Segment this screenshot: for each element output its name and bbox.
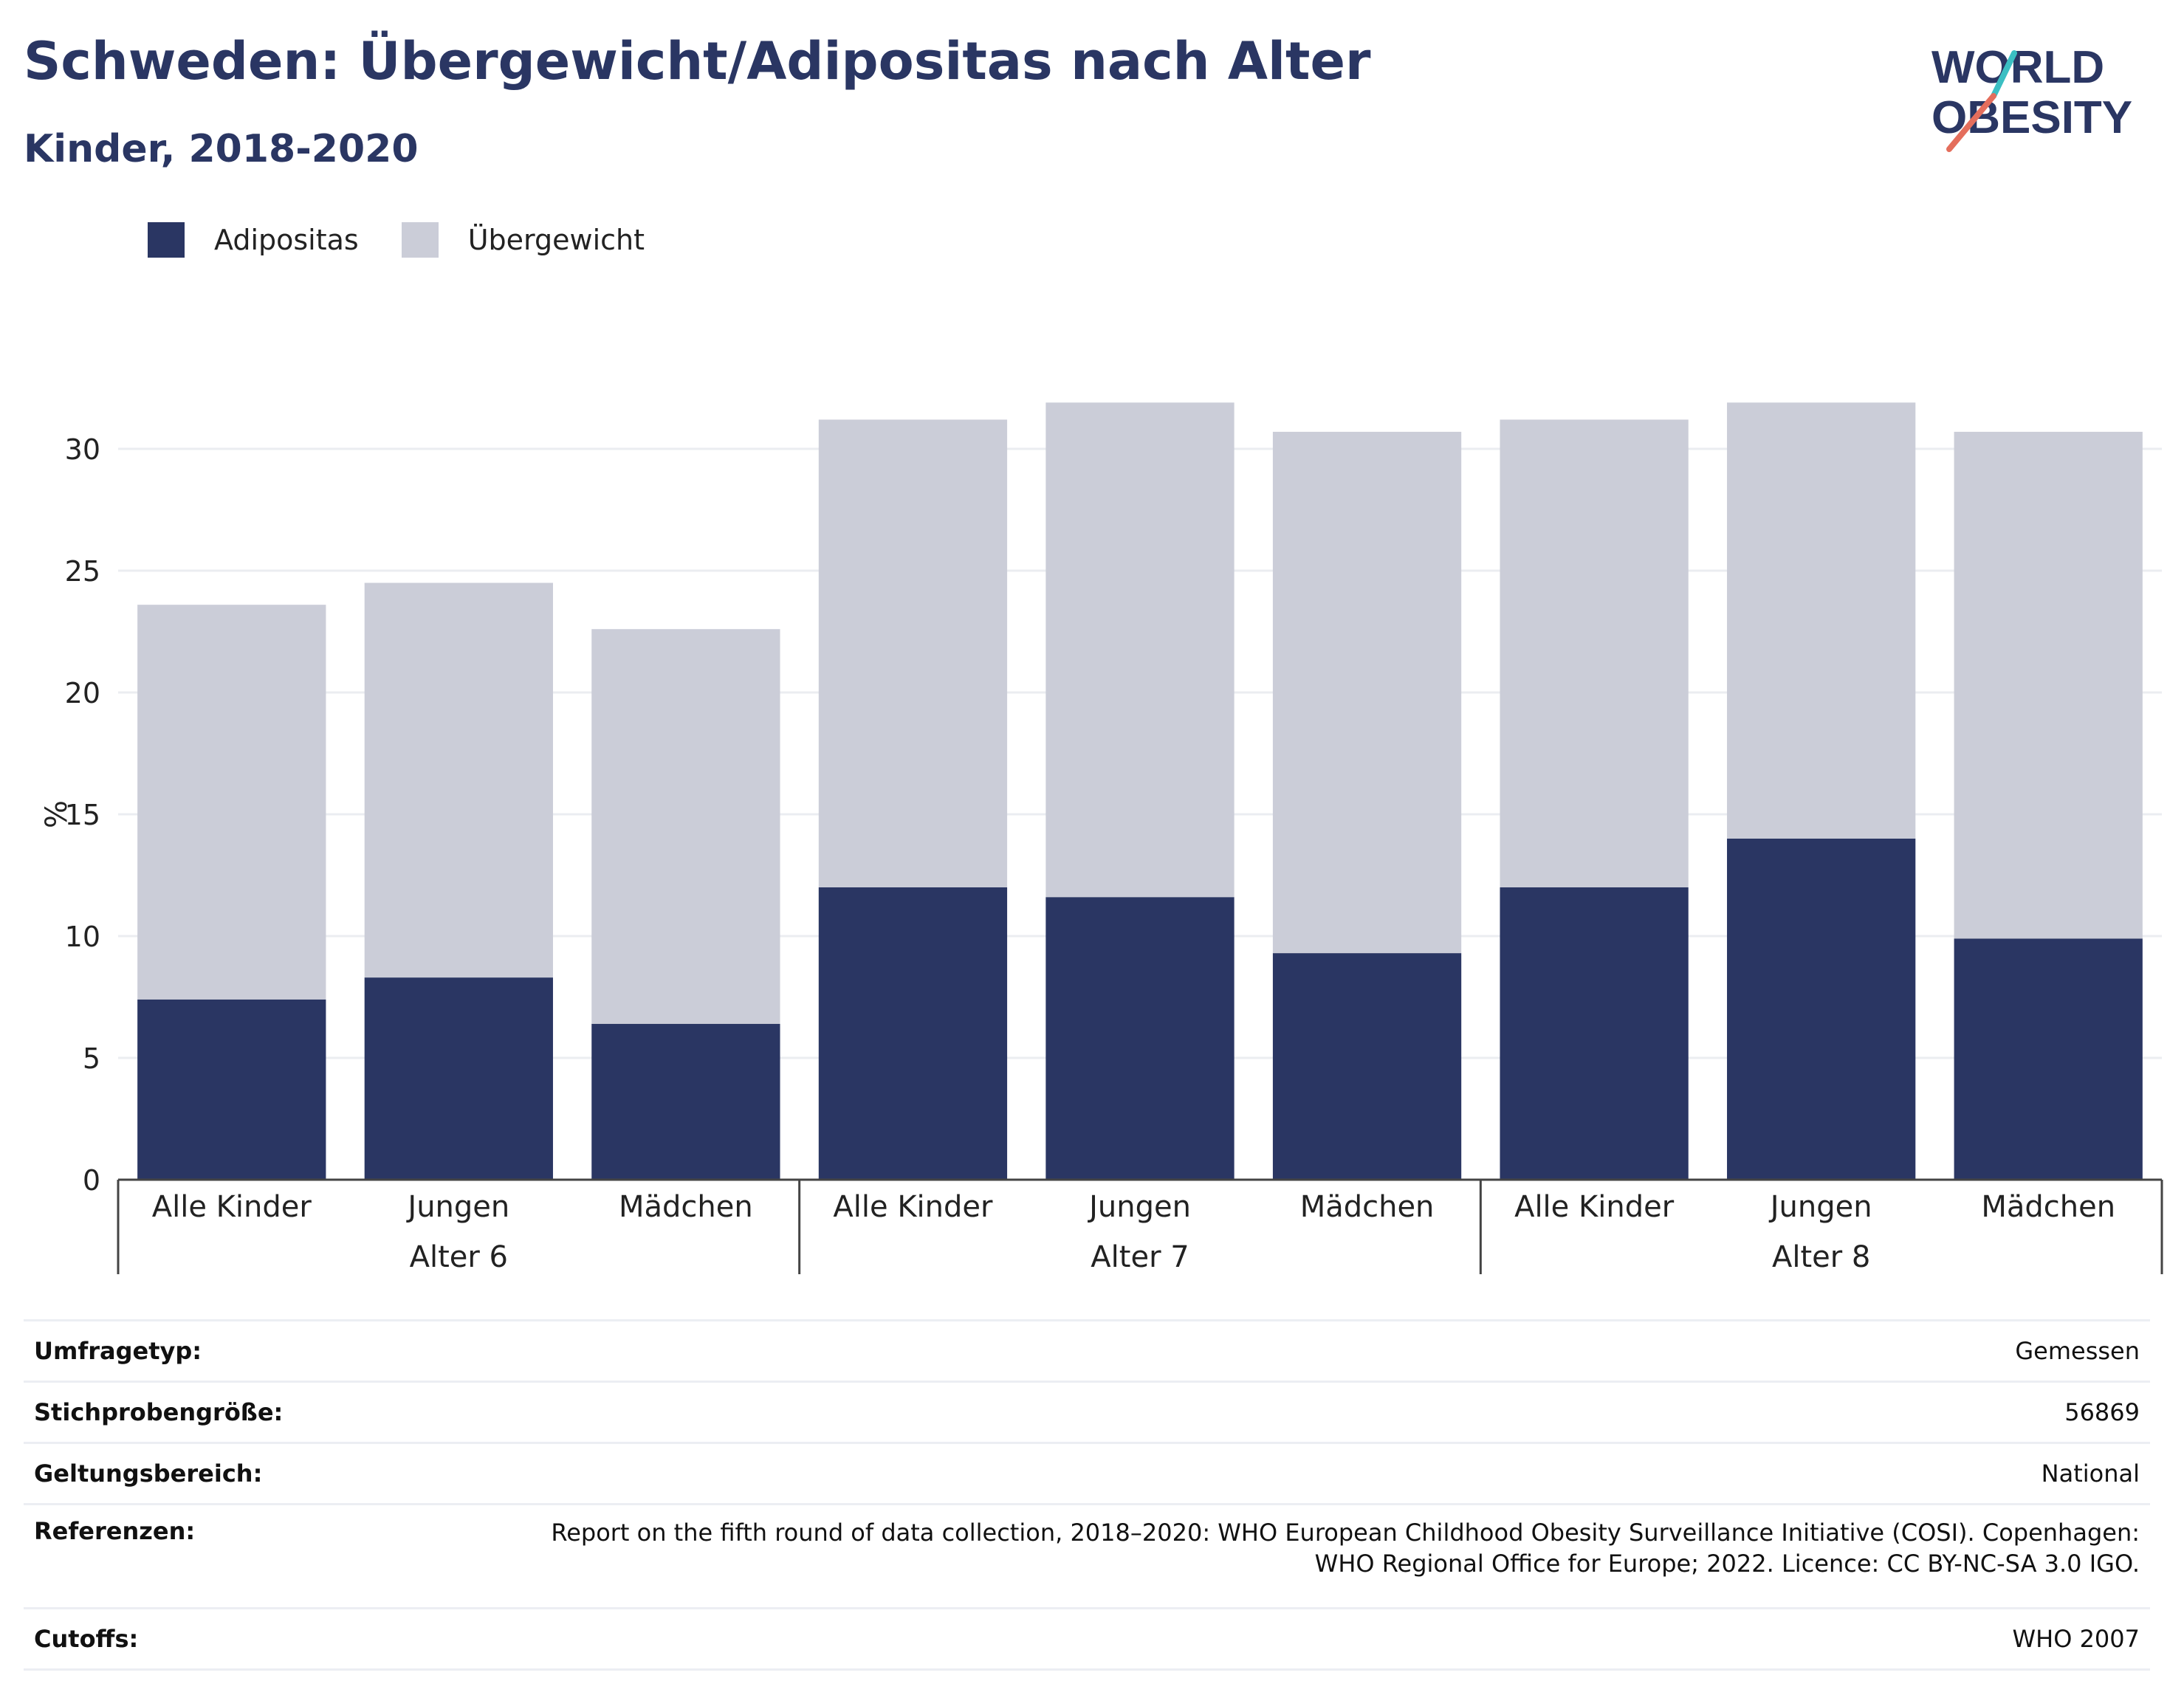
world-obesity-logo: WORLD OBESITY (1931, 42, 2132, 152)
chart-subtitle: Kinder, 2018-2020 (24, 127, 419, 171)
x-tick-label: Jungen (405, 1190, 509, 1224)
meta-value: 56869 (329, 1381, 2150, 1443)
metadata-table: Umfragetyp: Gemessen Stichprobengröße: 5… (24, 1319, 2150, 1671)
bar-uebergewicht (1272, 431, 1462, 954)
x-tick-label: Alle Kinder (833, 1190, 993, 1224)
bar-adipositas (1500, 887, 1689, 1180)
bar-adipositas (137, 999, 326, 1180)
legend-label-adipositas: Adipositas (214, 224, 359, 256)
meta-value-references: Report on the fifth round of data collec… (329, 1503, 2150, 1609)
bar-adipositas (1727, 839, 1916, 1180)
y-tick-label: 30 (65, 433, 100, 466)
y-tick-label: 0 (83, 1164, 100, 1197)
x-tick-label: Alle Kinder (1514, 1190, 1675, 1224)
chart-title: Schweden: Übergewicht/Adipositas nach Al… (24, 31, 1371, 92)
stacked-bar-chart: 0 5 10 15 20 25 30% Alle Kinder Jungen Mädchen All… (40, 402, 2163, 1274)
bar-uebergewicht (1954, 431, 2143, 939)
bar-uebergewicht (1500, 419, 1689, 887)
legend-swatch-uebergewicht (401, 222, 439, 258)
legend-label-uebergewicht: Übergewicht (467, 224, 645, 256)
group-label: Alter 6 (410, 1240, 508, 1274)
legend-item-uebergewicht[interactable]: Übergewicht (401, 222, 645, 258)
bar-uebergewicht (1727, 402, 1916, 839)
meta-key: Stichprobengröße: (24, 1381, 329, 1443)
meta-value: WHO 2007 (329, 1607, 2150, 1671)
meta-row-references: Referenzen: Report on the fifth round of… (24, 1503, 2150, 1609)
meta-row-survey-type: Umfragetyp: Gemessen (24, 1319, 2150, 1382)
meta-row-sample-size: Stichprobengröße: 56869 (24, 1381, 2150, 1443)
meta-value: National (329, 1442, 2150, 1505)
bar-adipositas (591, 1023, 780, 1180)
logo-accent-teal (1991, 50, 2017, 99)
group-label: Alter 8 (1772, 1240, 1870, 1274)
x-tick-label: Jungen (1087, 1190, 1191, 1224)
y-tick-label: 20 (65, 677, 100, 709)
meta-key: Geltungsbereich: (24, 1442, 329, 1505)
reference-line-1: Report on the fifth round of data collec… (551, 1519, 2140, 1547)
meta-key: Referenzen: (24, 1503, 329, 1609)
bar-adipositas (818, 887, 1008, 1180)
x-tick-label: Alle Kinder (152, 1190, 312, 1224)
meta-key: Cutoffs: (24, 1607, 329, 1671)
bar-uebergewicht (364, 582, 553, 978)
chart-legend: Adipositas Übergewicht (148, 220, 687, 260)
legend-swatch-adipositas (148, 222, 185, 258)
legend-item-adipositas[interactable]: Adipositas (148, 222, 359, 258)
bar-adipositas (1954, 938, 2143, 1180)
bar-uebergewicht (591, 629, 780, 1024)
meta-row-cutoffs: Cutoffs: WHO 2007 (24, 1607, 2150, 1671)
bar-adipositas (364, 977, 553, 1180)
x-tick-label: Jungen (1768, 1190, 1872, 1224)
x-tick-label: Mädchen (1300, 1190, 1435, 1224)
bar-uebergewicht (818, 419, 1008, 887)
meta-key: Umfragetyp: (24, 1319, 329, 1382)
x-tick-label: Mädchen (1981, 1190, 2115, 1224)
bar-uebergewicht (137, 605, 326, 1000)
logo-accent-coral (1946, 93, 1996, 152)
reference-line-2: WHO Regional Office for Europe; 2022. Li… (1314, 1550, 2140, 1578)
bar-adipositas (1272, 953, 1462, 1180)
y-tick-label: 15 (65, 799, 100, 831)
group-label: Alter 7 (1091, 1240, 1189, 1274)
bar-adipositas (1045, 897, 1234, 1180)
y-tick-label: 10 (65, 921, 100, 953)
logo-text-line1: WORLD (1931, 42, 2104, 93)
y-tick-label: 5 (83, 1042, 100, 1075)
meta-value: Gemessen (329, 1319, 2150, 1382)
bar-uebergewicht (1045, 402, 1234, 898)
y-axis-label: % (40, 800, 74, 828)
meta-row-coverage: Geltungsbereich: National (24, 1442, 2150, 1505)
y-tick-label: 25 (65, 555, 100, 588)
x-tick-label: Mädchen (619, 1190, 753, 1224)
